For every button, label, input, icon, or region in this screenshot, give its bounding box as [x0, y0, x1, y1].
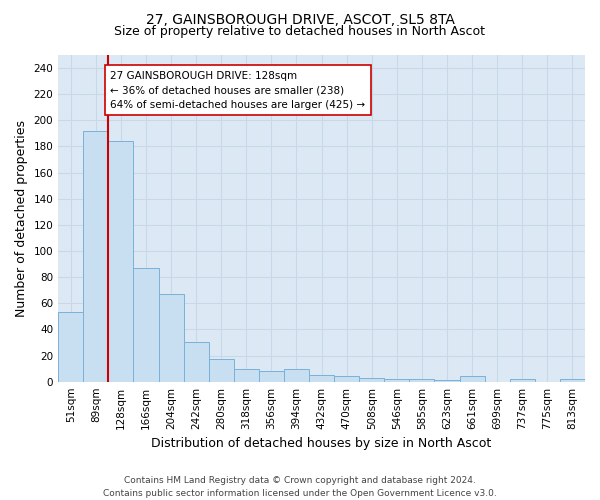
Bar: [184, 342, 209, 382]
Bar: [234, 368, 259, 382]
Bar: [259, 371, 284, 382]
Bar: [385, 379, 409, 382]
Bar: [58, 312, 83, 382]
Bar: [460, 376, 485, 382]
Bar: [359, 378, 385, 382]
Bar: [334, 376, 359, 382]
Bar: [109, 141, 133, 382]
X-axis label: Distribution of detached houses by size in North Ascot: Distribution of detached houses by size …: [151, 437, 492, 450]
Bar: [209, 360, 234, 382]
Text: Size of property relative to detached houses in North Ascot: Size of property relative to detached ho…: [115, 25, 485, 38]
Bar: [409, 379, 434, 382]
Bar: [158, 294, 184, 382]
Bar: [560, 379, 585, 382]
Y-axis label: Number of detached properties: Number of detached properties: [15, 120, 28, 317]
Bar: [133, 268, 158, 382]
Bar: [309, 375, 334, 382]
Bar: [284, 368, 309, 382]
Text: Contains HM Land Registry data © Crown copyright and database right 2024.
Contai: Contains HM Land Registry data © Crown c…: [103, 476, 497, 498]
Text: 27, GAINSBOROUGH DRIVE, ASCOT, SL5 8TA: 27, GAINSBOROUGH DRIVE, ASCOT, SL5 8TA: [146, 12, 454, 26]
Bar: [434, 380, 460, 382]
Bar: [83, 131, 109, 382]
Bar: [510, 379, 535, 382]
Text: 27 GAINSBOROUGH DRIVE: 128sqm
← 36% of detached houses are smaller (238)
64% of : 27 GAINSBOROUGH DRIVE: 128sqm ← 36% of d…: [110, 70, 365, 110]
